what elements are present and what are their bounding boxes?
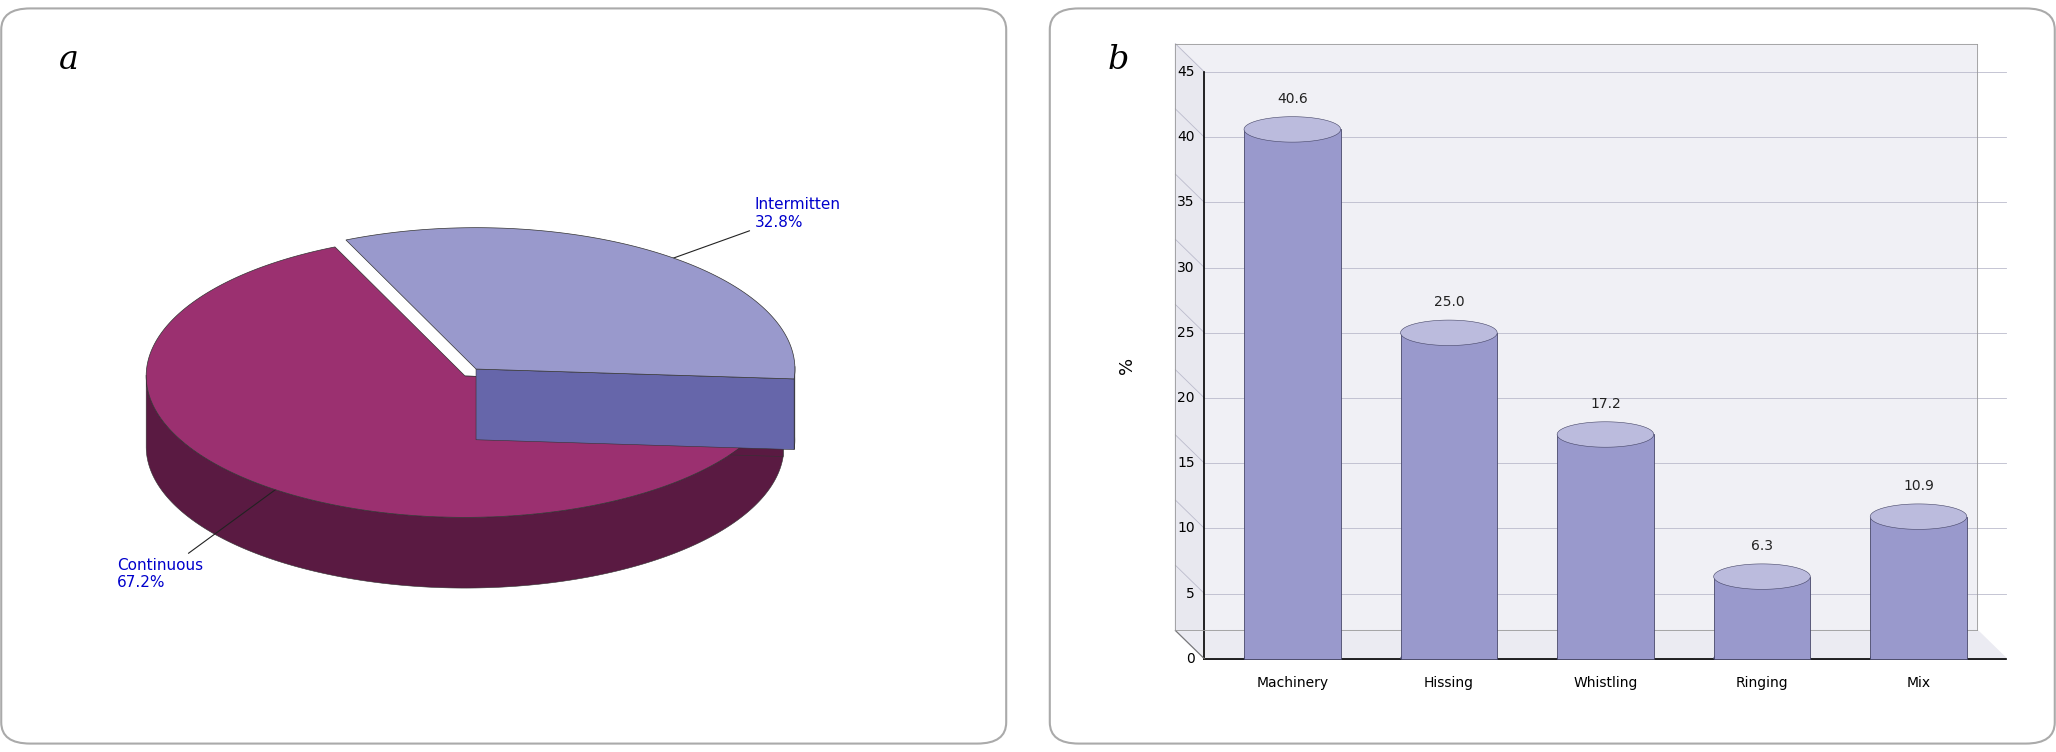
Text: 15: 15 [1178,456,1195,470]
Polygon shape [1400,320,1497,345]
Polygon shape [1871,517,1968,659]
Text: 5: 5 [1186,587,1195,601]
Text: Ringing: Ringing [1735,677,1789,690]
Text: 40.6: 40.6 [1277,92,1308,106]
Text: 10: 10 [1178,521,1195,535]
Polygon shape [146,375,783,588]
Polygon shape [1176,44,1978,630]
Polygon shape [1556,422,1653,447]
Text: 10.9: 10.9 [1904,479,1935,493]
Text: a: a [60,44,78,76]
Text: Continuous
67.2%: Continuous 67.2% [117,434,352,590]
Text: 25: 25 [1178,326,1195,340]
Polygon shape [1556,646,1653,659]
Polygon shape [1176,630,2007,659]
Text: %: % [1118,357,1137,374]
Polygon shape [1400,646,1497,659]
Polygon shape [465,376,783,456]
Text: 45: 45 [1178,65,1195,79]
Polygon shape [1176,44,1205,659]
Text: 30: 30 [1178,261,1195,274]
Text: 35: 35 [1178,196,1195,209]
Polygon shape [1244,646,1341,659]
Text: b: b [1108,44,1129,76]
Polygon shape [1713,646,1809,659]
Polygon shape [345,228,796,379]
FancyBboxPatch shape [1051,8,2054,744]
FancyBboxPatch shape [2,8,1005,744]
Text: 40: 40 [1178,130,1195,144]
Text: 17.2: 17.2 [1589,397,1620,411]
Polygon shape [1715,564,1809,590]
Text: 25.0: 25.0 [1433,296,1464,310]
Polygon shape [1400,333,1497,659]
Text: Hissing: Hissing [1425,677,1474,690]
Text: Whistling: Whistling [1573,677,1639,690]
Polygon shape [1871,646,1968,659]
Polygon shape [1244,117,1341,142]
Polygon shape [1871,504,1968,529]
Text: 6.3: 6.3 [1752,539,1772,553]
Text: 0: 0 [1186,652,1195,666]
Polygon shape [1244,129,1341,659]
Text: Intermitten
32.8%: Intermitten 32.8% [625,197,841,275]
Polygon shape [146,247,783,517]
Polygon shape [1556,435,1653,659]
Polygon shape [1713,577,1809,659]
Text: Mix: Mix [1906,677,1931,690]
Polygon shape [477,369,794,450]
Text: 20: 20 [1178,391,1195,405]
Text: Machinery: Machinery [1256,677,1328,690]
